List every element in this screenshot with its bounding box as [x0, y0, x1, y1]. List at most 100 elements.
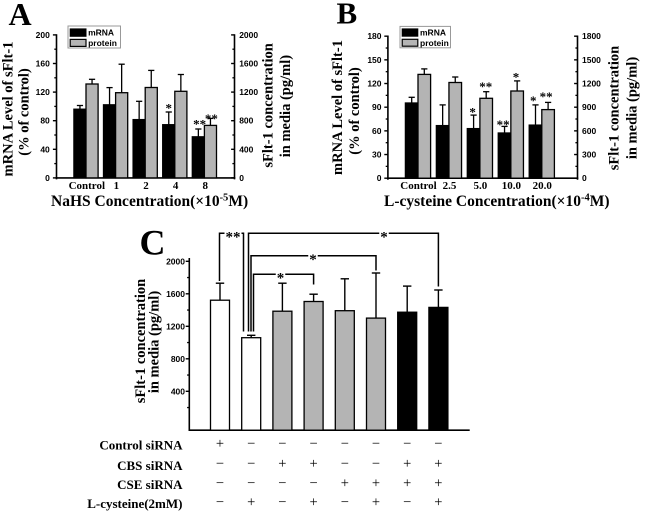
- svg-text:mRNA Level of sFlt-1: mRNA Level of sFlt-1: [1, 42, 17, 177]
- svg-text:**: **: [479, 79, 492, 94]
- svg-text:mRNA Level of sFlt-1: mRNA Level of sFlt-1: [330, 40, 346, 175]
- svg-text:L-cysteine Concentration(×10-4: L-cysteine Concentration(×10-4M): [384, 193, 610, 211]
- svg-text:1600: 1600: [166, 289, 185, 299]
- svg-text:−: −: [216, 494, 224, 510]
- svg-text:600: 600: [582, 126, 596, 136]
- svg-text:A: A: [9, 0, 32, 32]
- svg-text:−: −: [372, 436, 380, 452]
- svg-text:−: −: [403, 494, 411, 510]
- svg-text:*: *: [513, 70, 520, 85]
- svg-text:*: *: [530, 93, 537, 108]
- svg-text:mRNA: mRNA: [88, 28, 114, 38]
- svg-text:−: −: [341, 436, 349, 452]
- svg-text:+: +: [434, 456, 442, 472]
- svg-text:300: 300: [582, 150, 596, 160]
- svg-text:−: −: [403, 436, 411, 452]
- svg-text:−: −: [247, 456, 255, 472]
- svg-text:400: 400: [239, 144, 253, 154]
- svg-text:+: +: [403, 476, 411, 492]
- svg-text:150: 150: [367, 55, 381, 65]
- svg-text:+: +: [341, 476, 349, 492]
- svg-text:1500: 1500: [582, 55, 601, 65]
- svg-text:+: +: [403, 456, 411, 472]
- svg-text:+: +: [216, 436, 224, 452]
- svg-text:400: 400: [171, 386, 185, 396]
- svg-text:30: 30: [372, 150, 382, 160]
- svg-text:+: +: [247, 494, 255, 510]
- svg-text:0: 0: [239, 173, 244, 183]
- svg-text:1800: 1800: [582, 31, 601, 41]
- svg-text:(% of control): (% of control): [347, 67, 363, 155]
- svg-text:+: +: [434, 494, 442, 510]
- svg-text:1200: 1200: [582, 79, 601, 89]
- svg-text:*: *: [165, 100, 172, 115]
- svg-text:−: −: [216, 476, 224, 492]
- svg-text:90: 90: [372, 102, 382, 112]
- svg-text:−: −: [341, 494, 349, 510]
- svg-text:1200: 1200: [166, 321, 185, 331]
- svg-text:Control siRNA: Control siRNA: [99, 438, 183, 453]
- svg-text:(% of control): (% of control): [16, 68, 32, 156]
- svg-text:2000: 2000: [239, 30, 258, 40]
- svg-text:1200: 1200: [239, 87, 258, 97]
- svg-text:+: +: [372, 476, 380, 492]
- svg-text:−: −: [341, 456, 349, 472]
- svg-text:−: −: [372, 456, 380, 472]
- svg-text:2: 2: [143, 180, 149, 192]
- svg-text:80: 80: [40, 116, 50, 126]
- svg-text:180: 180: [367, 31, 381, 41]
- svg-text:10.0: 10.0: [502, 180, 522, 192]
- svg-text:in media (pg/ml): in media (pg/ml): [624, 57, 640, 159]
- svg-text:C: C: [140, 223, 166, 263]
- svg-text:−: −: [247, 476, 255, 492]
- svg-text:+: +: [310, 456, 318, 472]
- svg-text:−: −: [278, 476, 286, 492]
- svg-text:in media (pg/ml): in media (pg/ml): [278, 55, 294, 157]
- svg-text:5.0: 5.0: [474, 180, 488, 192]
- svg-text:4: 4: [173, 180, 179, 192]
- svg-text:+: +: [278, 456, 286, 472]
- svg-text:protein: protein: [420, 38, 449, 48]
- svg-text:60: 60: [372, 126, 382, 136]
- svg-text:160: 160: [36, 59, 50, 69]
- svg-text:−: −: [216, 456, 224, 472]
- svg-text:*: *: [469, 105, 476, 120]
- svg-text:2000: 2000: [166, 256, 185, 266]
- svg-text:*: *: [380, 229, 388, 245]
- svg-text:**: **: [193, 117, 206, 132]
- svg-text:L-cysteine(2mM): L-cysteine(2mM): [87, 496, 182, 511]
- svg-text:200: 200: [36, 30, 50, 40]
- svg-text:−: −: [310, 476, 318, 492]
- svg-text:0: 0: [377, 173, 382, 183]
- svg-text:CSE siRNA: CSE siRNA: [117, 477, 183, 492]
- svg-text:20.0: 20.0: [533, 180, 553, 192]
- svg-text:800: 800: [239, 116, 253, 126]
- svg-text:40: 40: [40, 144, 50, 154]
- svg-text:Control: Control: [69, 180, 105, 192]
- svg-text:**: **: [226, 229, 241, 245]
- svg-text:−: −: [278, 436, 286, 452]
- svg-text:sFlt-1 concentration: sFlt-1 concentration: [261, 43, 277, 167]
- svg-text:−: −: [278, 494, 286, 510]
- svg-text:120: 120: [36, 87, 50, 97]
- svg-text:−: −: [310, 436, 318, 452]
- svg-text:−: −: [247, 436, 255, 452]
- svg-text:*: *: [309, 252, 317, 268]
- svg-text:mRNA: mRNA: [420, 28, 446, 38]
- svg-text:8: 8: [202, 180, 208, 192]
- svg-text:2.5: 2.5: [443, 180, 457, 192]
- svg-text:CBS siRNA: CBS siRNA: [117, 458, 183, 473]
- svg-text:NaHS Concentration(×10-5M): NaHS Concentration(×10-5M): [51, 193, 248, 211]
- svg-text:0: 0: [582, 173, 587, 183]
- svg-text:B: B: [337, 0, 358, 31]
- svg-text:1: 1: [114, 180, 120, 192]
- svg-text:protein: protein: [88, 38, 117, 48]
- svg-text:1600: 1600: [239, 59, 258, 69]
- svg-text:sFlt-1 concentration: sFlt-1 concentration: [133, 279, 149, 403]
- svg-text:800: 800: [171, 354, 185, 364]
- svg-text:**: **: [497, 117, 510, 132]
- svg-text:Control: Control: [400, 180, 436, 192]
- svg-text:**: **: [540, 89, 553, 104]
- svg-text:+: +: [310, 494, 318, 510]
- svg-text:*: *: [277, 271, 285, 287]
